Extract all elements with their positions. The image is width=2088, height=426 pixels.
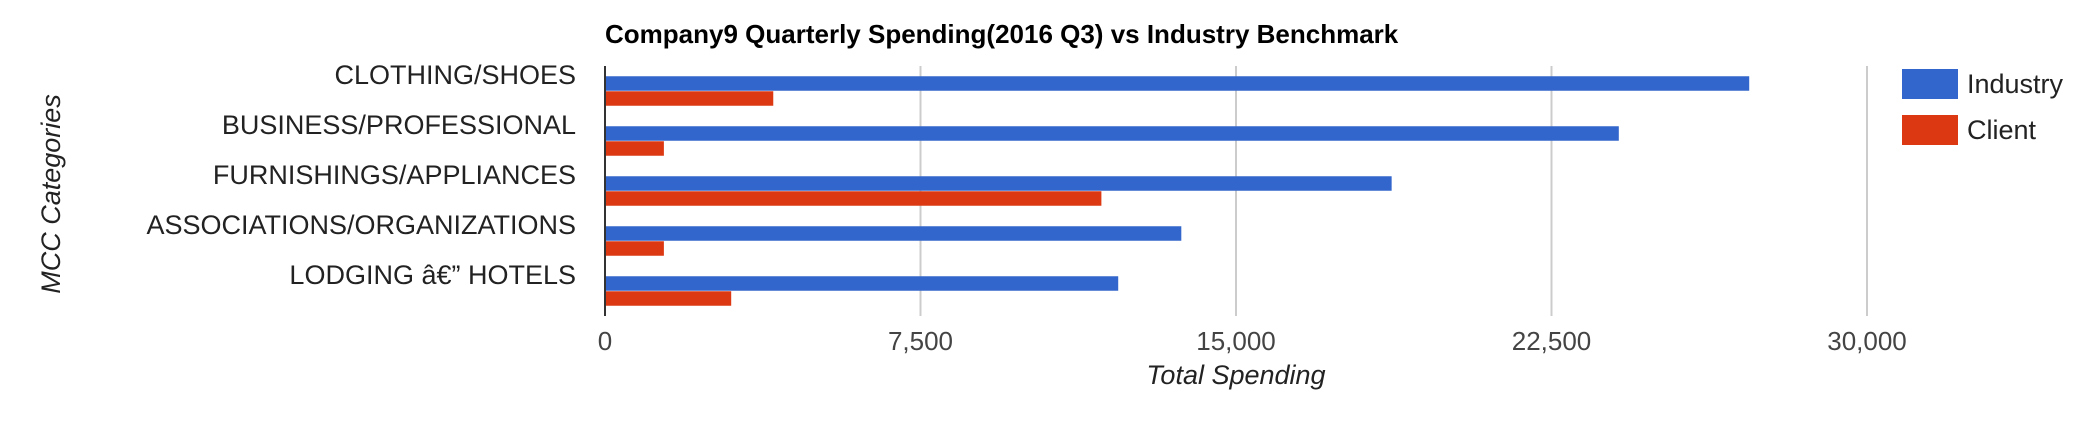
category-label: LODGING â€” HOTELS	[289, 260, 576, 290]
x-tick-label: 0	[598, 326, 612, 356]
bar-industry[interactable]	[605, 226, 1182, 241]
category-label: FURNISHINGS/APPLIANCES	[213, 160, 576, 190]
category-labels: CLOTHING/SHOES BUSINESS/PROFESSIONAL FURNI…	[146, 60, 576, 290]
bar-industry[interactable]	[605, 126, 1619, 141]
x-tick-label: 15,000	[1196, 326, 1276, 356]
bar-client[interactable]	[605, 191, 1102, 206]
x-axis-title: Total Spending	[1146, 360, 1325, 390]
bars	[605, 76, 1750, 306]
bar-client[interactable]	[605, 241, 664, 256]
gridlines	[919, 66, 1868, 316]
chart-title: Company9 Quarterly Spending(2016 Q3) vs …	[605, 19, 1399, 49]
bar-client[interactable]	[605, 91, 774, 106]
x-tick-label: 7,500	[888, 326, 953, 356]
bar-industry[interactable]	[605, 176, 1392, 191]
bar-client[interactable]	[605, 291, 732, 306]
x-tick-label: 22,500	[1512, 326, 1592, 356]
legend-swatch-industry	[1902, 69, 1958, 99]
category-label: CLOTHING/SHOES	[334, 60, 576, 90]
bar-industry[interactable]	[605, 76, 1750, 91]
x-tick-labels: 0 7,500 15,000 22,500 30,000	[598, 326, 1907, 356]
category-label: ASSOCIATIONS/ORGANIZATIONS	[146, 210, 576, 240]
legend-label-client: Client	[1967, 115, 2037, 145]
bar-industry[interactable]	[605, 276, 1119, 291]
x-tick-label: 30,000	[1827, 326, 1907, 356]
legend: Industry Client	[1902, 69, 2064, 145]
bar-client[interactable]	[605, 141, 664, 156]
category-label: BUSINESS/PROFESSIONAL	[222, 110, 576, 140]
legend-swatch-client	[1902, 115, 1958, 145]
legend-label-industry: Industry	[1967, 69, 2064, 99]
y-axis-title: MCC Categories	[36, 94, 66, 294]
